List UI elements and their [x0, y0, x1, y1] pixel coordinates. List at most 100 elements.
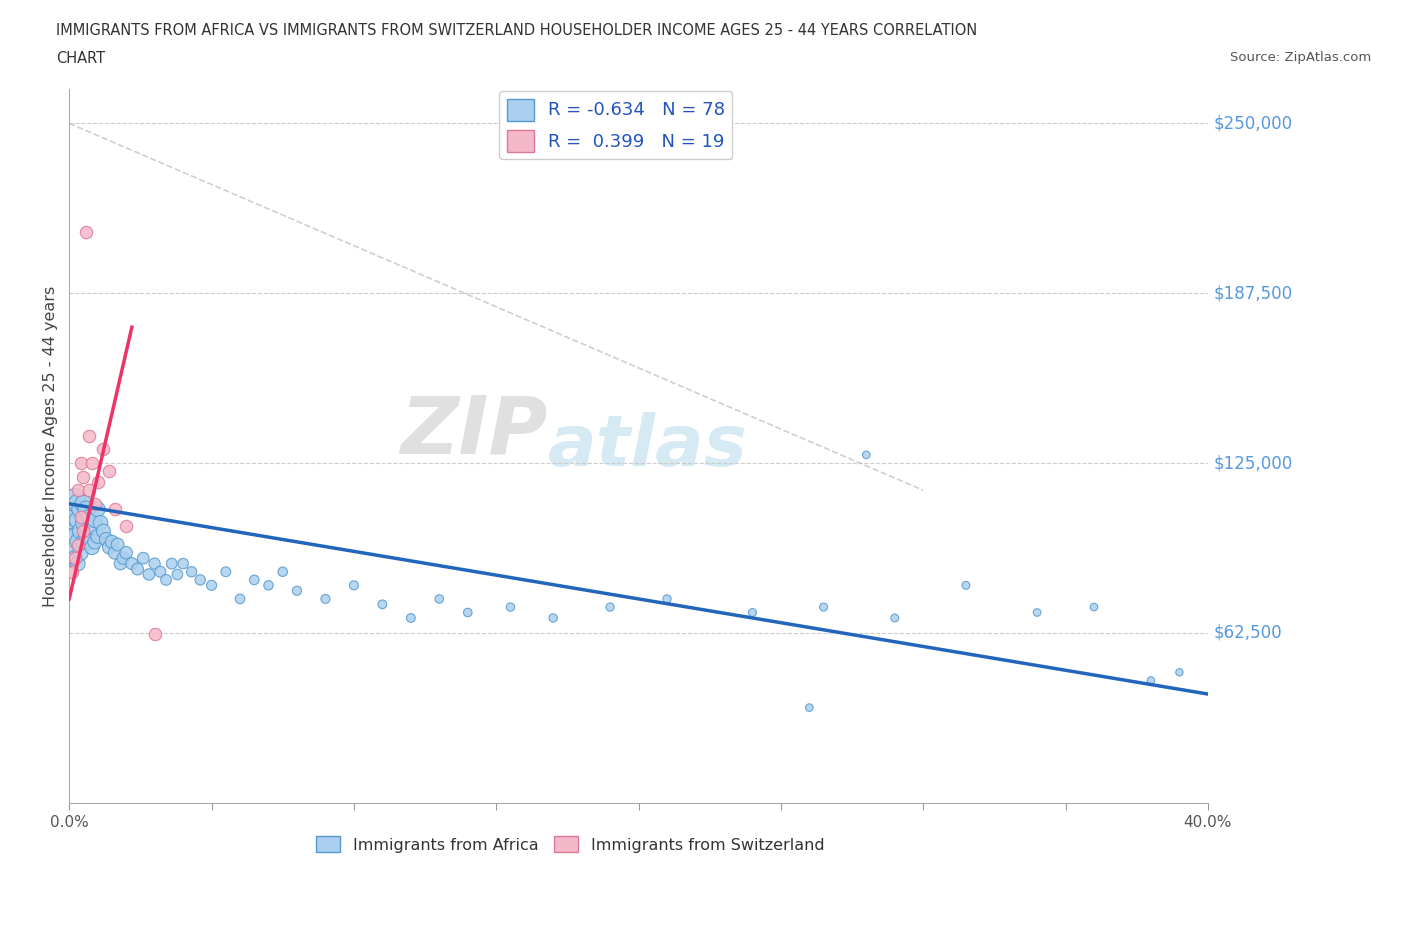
- Point: [69, 456, 91, 471]
- Point: [80, 518, 103, 533]
- Text: $250,000: $250,000: [1213, 114, 1292, 132]
- Point: [69, 524, 91, 538]
- Point: [180, 565, 202, 579]
- Text: ZIP: ZIP: [401, 392, 547, 471]
- Point: [66, 556, 89, 571]
- Point: [541, 610, 564, 625]
- Point: [314, 591, 336, 606]
- Point: [101, 535, 124, 550]
- Point: [855, 447, 877, 462]
- Point: [77, 510, 100, 525]
- Point: [399, 610, 422, 625]
- Point: [66, 538, 89, 552]
- Point: [86, 529, 108, 544]
- Point: [60, 502, 83, 517]
- Point: [75, 225, 97, 240]
- Point: [66, 535, 89, 550]
- Point: [127, 562, 149, 577]
- Point: [60, 529, 83, 544]
- Point: [143, 627, 166, 642]
- Point: [72, 524, 94, 538]
- Point: [427, 591, 450, 606]
- Point: [110, 556, 132, 571]
- Text: Source: ZipAtlas.com: Source: ZipAtlas.com: [1230, 51, 1371, 64]
- Point: [60, 553, 83, 568]
- Point: [229, 591, 252, 606]
- Point: [72, 515, 94, 530]
- Point: [90, 515, 112, 530]
- Point: [96, 532, 118, 547]
- Point: [60, 518, 83, 533]
- Text: atlas: atlas: [547, 412, 747, 481]
- Point: [60, 565, 83, 579]
- Point: [1083, 600, 1105, 615]
- Point: [243, 573, 266, 588]
- Point: [499, 600, 522, 615]
- Point: [66, 497, 89, 512]
- Point: [166, 567, 188, 582]
- Point: [80, 456, 103, 471]
- Point: [98, 464, 121, 479]
- Point: [599, 600, 621, 615]
- Y-axis label: Householder Income Ages 25 - 44 years: Householder Income Ages 25 - 44 years: [44, 286, 58, 606]
- Point: [98, 539, 121, 554]
- Point: [72, 535, 94, 550]
- Point: [80, 539, 103, 554]
- Point: [93, 442, 115, 457]
- Point: [63, 529, 86, 544]
- Point: [257, 578, 280, 592]
- Point: [77, 535, 100, 550]
- Point: [93, 524, 115, 538]
- Point: [63, 551, 86, 565]
- Point: [72, 470, 94, 485]
- Point: [104, 502, 127, 517]
- Point: [86, 502, 108, 517]
- Text: $62,500: $62,500: [1213, 624, 1282, 642]
- Point: [160, 556, 183, 571]
- Point: [83, 512, 105, 527]
- Point: [75, 529, 97, 544]
- Point: [83, 535, 105, 550]
- Point: [813, 600, 835, 615]
- Point: [104, 545, 127, 560]
- Point: [285, 583, 308, 598]
- Point: [63, 551, 86, 565]
- Point: [75, 502, 97, 517]
- Point: [1026, 605, 1049, 620]
- Point: [883, 610, 905, 625]
- Text: CHART: CHART: [56, 51, 105, 66]
- Point: [107, 538, 129, 552]
- Point: [149, 565, 172, 579]
- Point: [955, 578, 977, 592]
- Point: [83, 497, 105, 512]
- Point: [1140, 673, 1163, 688]
- Point: [63, 491, 86, 506]
- Text: $187,500: $187,500: [1213, 285, 1292, 302]
- Point: [115, 545, 138, 560]
- Point: [172, 556, 194, 571]
- Point: [63, 510, 86, 525]
- Point: [457, 605, 479, 620]
- Point: [69, 510, 91, 525]
- Point: [1168, 665, 1191, 680]
- Point: [69, 545, 91, 560]
- Text: $125,000: $125,000: [1213, 454, 1294, 472]
- Point: [271, 565, 294, 579]
- Point: [200, 578, 222, 592]
- Point: [60, 539, 83, 554]
- Point: [112, 551, 135, 565]
- Point: [66, 512, 89, 527]
- Point: [343, 578, 366, 592]
- Point: [77, 429, 100, 444]
- Legend: Immigrants from Africa, Immigrants from Switzerland: Immigrants from Africa, Immigrants from …: [309, 830, 831, 859]
- Point: [86, 474, 108, 489]
- Point: [215, 565, 238, 579]
- Point: [132, 551, 155, 565]
- Point: [66, 483, 89, 498]
- Point: [155, 573, 177, 588]
- Point: [655, 591, 678, 606]
- Point: [188, 573, 211, 588]
- Text: IMMIGRANTS FROM AFRICA VS IMMIGRANTS FROM SWITZERLAND HOUSEHOLDER INCOME AGES 25: IMMIGRANTS FROM AFRICA VS IMMIGRANTS FRO…: [56, 23, 977, 38]
- Point: [115, 518, 138, 533]
- Point: [77, 483, 100, 498]
